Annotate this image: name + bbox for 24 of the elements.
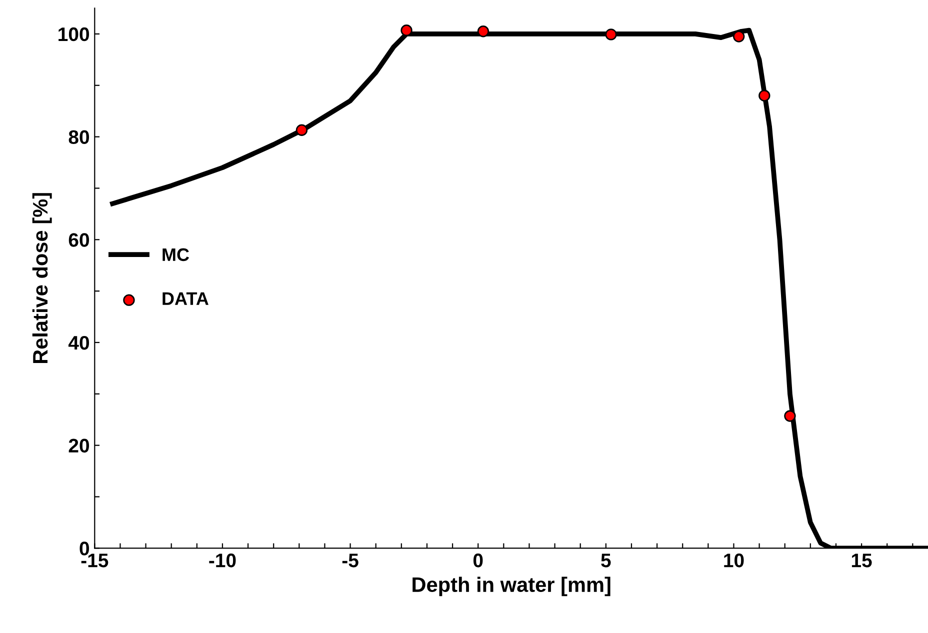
x-tick-label: 10	[724, 554, 744, 568]
y-tick-label: 60	[68, 233, 89, 247]
point	[758, 90, 770, 102]
y-axis-title: Relative dose [%]	[32, 193, 52, 364]
x-tick-label: -10	[209, 554, 236, 568]
x-tick-label: -5	[342, 554, 358, 568]
x-tick-label: 15	[852, 554, 872, 568]
y-tick-label: 0	[80, 542, 89, 556]
y-tick-label: 80	[68, 130, 89, 144]
legend-label: MC	[162, 248, 190, 262]
point	[605, 28, 617, 40]
legend-label: DATA	[162, 292, 208, 305]
x-tick-label: 0	[473, 554, 483, 568]
point	[400, 24, 412, 36]
point	[477, 26, 490, 38]
point	[732, 30, 745, 42]
x-tick-label: -15	[81, 554, 108, 568]
x-tick-label: 5	[601, 554, 611, 568]
y-tick-label: 100	[58, 27, 89, 42]
point	[296, 124, 308, 136]
point	[784, 410, 796, 422]
y-tick-label: 20	[68, 438, 89, 453]
y-tick-label: 40	[68, 336, 89, 350]
x-axis-title: Depth in water [mm]	[412, 576, 610, 596]
